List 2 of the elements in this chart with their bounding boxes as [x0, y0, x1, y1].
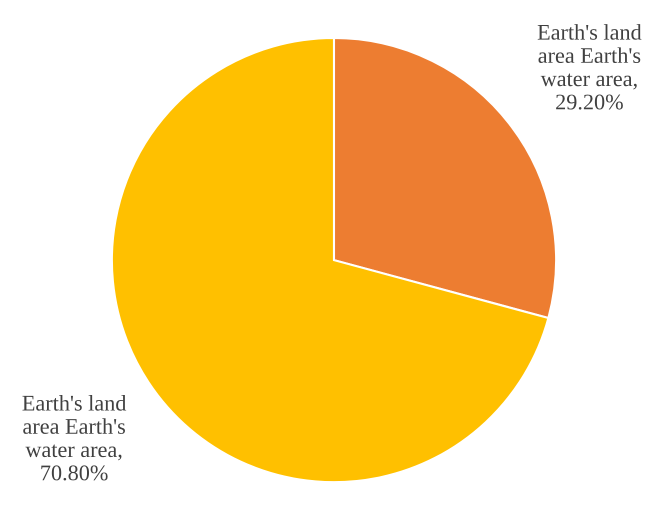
slice-label: Earth's land area Earth's water area, 70.80%	[22, 395, 126, 481]
slice-label: Earth's land area Earth's water area, 29.20%	[538, 24, 642, 110]
